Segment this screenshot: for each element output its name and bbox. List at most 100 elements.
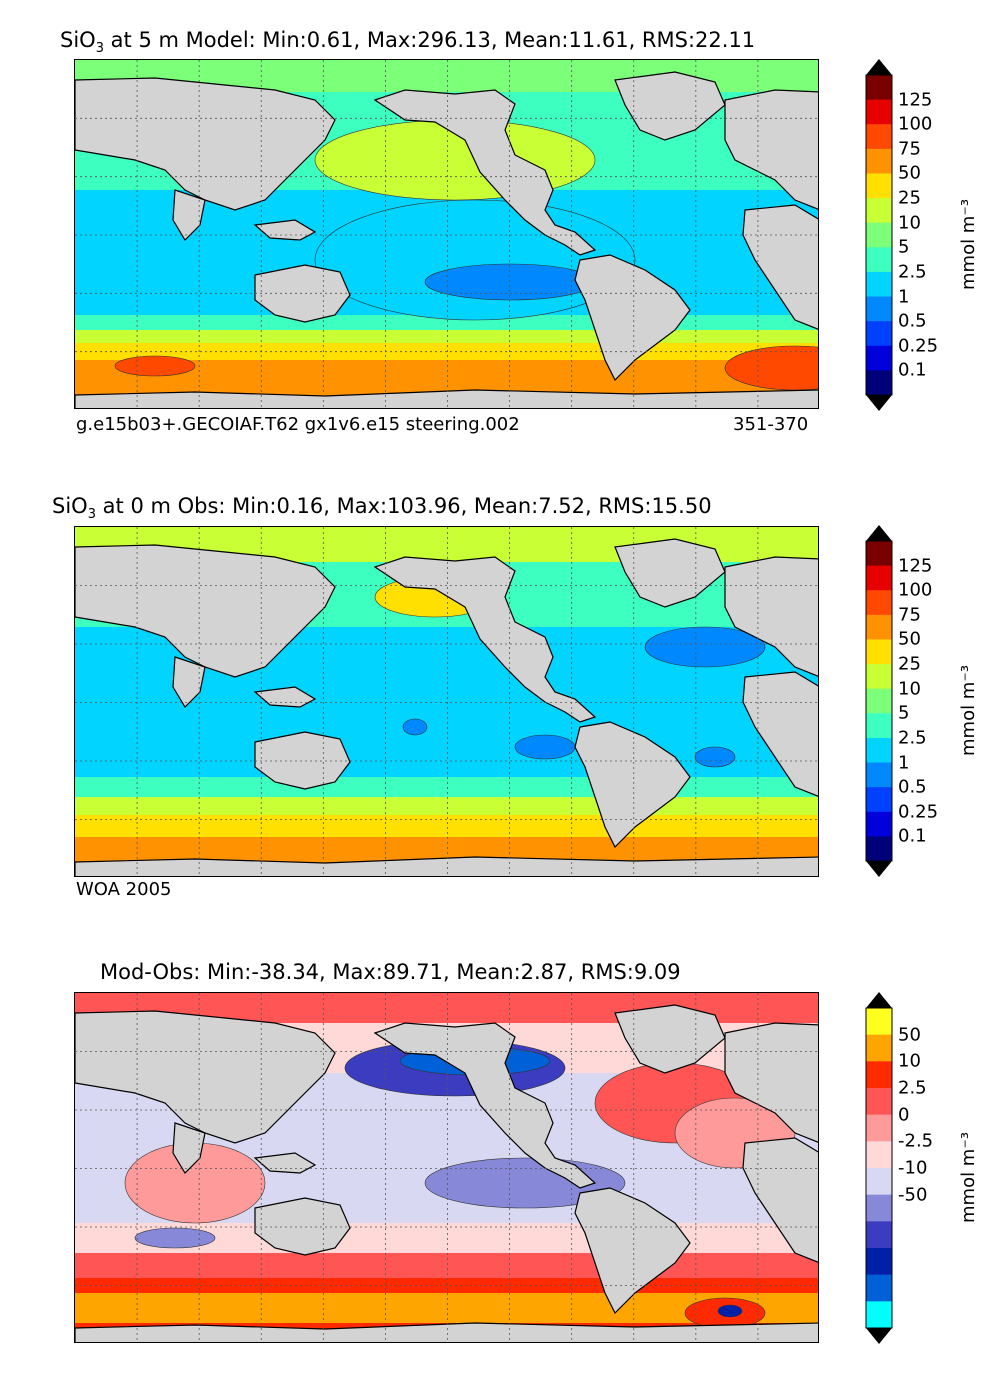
colorbar-segment xyxy=(866,541,892,567)
colorbar-segment xyxy=(866,173,892,199)
colorbar-tick-label: 10 xyxy=(898,1050,921,1072)
colorbar-segment xyxy=(866,836,892,862)
colorbar-segment xyxy=(866,614,892,640)
colorbar-extend-max xyxy=(866,59,892,75)
colorbar-tick-label: 100 xyxy=(898,579,933,601)
colorbar-tick-label: 125 xyxy=(898,555,933,577)
colorbar-segment xyxy=(866,75,892,101)
land-layer xyxy=(75,71,818,408)
landmass xyxy=(742,671,818,797)
landmass xyxy=(253,686,317,708)
landmass xyxy=(253,1152,317,1174)
field-band xyxy=(75,815,818,837)
panel-1-caption-left: g.e15b03+.GECOIAF.T62 gx1v6.e15 steering… xyxy=(76,414,520,435)
colorbar-segment xyxy=(866,1274,892,1302)
colorbar-segment xyxy=(866,1248,892,1276)
graticule xyxy=(75,60,818,408)
colorbar-tick-label: 2.5 xyxy=(898,1077,927,1099)
colorbar-segment xyxy=(866,1114,892,1142)
colorbar-segment xyxy=(866,639,892,665)
colorbar-tick-label: 75 xyxy=(898,604,921,626)
colorbar-segment xyxy=(866,1034,892,1062)
field-blob xyxy=(424,263,596,301)
colorbar-segment xyxy=(866,1061,892,1089)
colorbar-units: mmol m⁻³ xyxy=(958,1131,979,1223)
panel-1-colorbar: 125 100 75 50 25 10 5 2.5 1 0.5 0.25 0.1 mmol m⁻³ xyxy=(862,59,992,411)
landmass xyxy=(172,656,206,708)
graticule xyxy=(75,527,818,876)
colorbar-tick-label: 5 xyxy=(898,702,910,724)
colorbar-segment xyxy=(866,1008,892,1036)
panel-1-caption-right: 351-370 xyxy=(733,414,809,435)
colorbar-tick-label: 100 xyxy=(898,113,933,135)
colorbar-segment xyxy=(866,124,892,150)
colorbar-segment xyxy=(866,198,892,224)
panel-2-caption-left: WOA 2005 xyxy=(76,879,172,900)
field-blob xyxy=(134,1227,216,1249)
colorbar-tick-label: 5 xyxy=(898,236,910,258)
landmass xyxy=(724,1022,818,1143)
colorbar-extend-min xyxy=(866,861,892,877)
colorbar-segment xyxy=(866,296,892,322)
field-blob xyxy=(694,746,736,768)
colorbar-tick-label: 125 xyxy=(898,89,933,111)
colorbar-tick-label: 2.5 xyxy=(898,727,927,749)
colorbar-bar xyxy=(865,59,893,411)
landmass xyxy=(373,556,597,723)
colorbar-units: mmol m⁻³ xyxy=(958,664,979,756)
landmass xyxy=(724,89,818,210)
colorbar-segment xyxy=(866,370,892,396)
field-band xyxy=(75,1253,818,1278)
colorbar-segment xyxy=(866,148,892,174)
colorbar-tick-label: -10 xyxy=(898,1157,928,1179)
colorbar-segment xyxy=(866,1168,892,1196)
colorbar-bar xyxy=(865,525,893,877)
colorbar-segment xyxy=(866,1301,892,1329)
landmass xyxy=(614,1004,726,1074)
colorbar-extend-min xyxy=(866,395,892,411)
model-map[interactable] xyxy=(74,59,819,409)
panel-3-title: Mod-Obs: Min:-38.34, Max:89.71, Mean:2.8… xyxy=(100,960,681,984)
colorbar-extend-max xyxy=(866,992,892,1008)
landmass xyxy=(75,856,818,876)
colorbar-tick-label: -50 xyxy=(898,1184,928,1206)
panel-3-colorbar: 50 10 2.5 0 -2.5 -10 -50 mmol m⁻³ xyxy=(862,992,992,1344)
landmass xyxy=(373,1022,597,1189)
colorbar-segment xyxy=(866,664,892,690)
colorbar-tick-label: 1 xyxy=(898,752,910,774)
landmass xyxy=(742,1137,818,1263)
colorbar-segment xyxy=(866,99,892,125)
landmass xyxy=(254,1197,351,1256)
landmass xyxy=(254,731,351,790)
landmass xyxy=(724,556,818,677)
colorbar-tick-label: 0.1 xyxy=(898,359,927,381)
colorbar-bar xyxy=(865,992,893,1344)
landmass xyxy=(254,264,351,323)
field-blob xyxy=(644,626,766,668)
panel-2-title: SiO3 at 0 m Obs: Min:0.16, Max:103.96, M… xyxy=(52,494,712,523)
colorbar-segment xyxy=(866,565,892,591)
colorbar-tick-label: 75 xyxy=(898,138,921,160)
colorbar-tick-label: 0 xyxy=(898,1104,910,1126)
field-blob xyxy=(717,1304,743,1318)
colorbar-segment xyxy=(866,321,892,347)
colorbar-tick-label: 50 xyxy=(898,628,921,650)
field-band xyxy=(75,777,818,797)
colorbar-tick-label: 0.5 xyxy=(898,776,927,798)
difference-map[interactable] xyxy=(74,992,819,1343)
landmass xyxy=(75,1322,818,1342)
field-blob xyxy=(514,734,576,760)
field-blob xyxy=(114,355,196,377)
landmass xyxy=(373,89,597,256)
landmass xyxy=(574,254,691,382)
colorbar-segment xyxy=(866,762,892,788)
field-blob xyxy=(402,718,428,736)
colorbar-tick-label: 0.25 xyxy=(898,335,939,357)
colorbar-segment xyxy=(866,811,892,837)
obs-map[interactable] xyxy=(74,526,819,877)
colorbar-segment xyxy=(866,345,892,371)
panel-2-colorbar: 125 100 75 50 25 10 5 2.5 1 0.5 0.25 0.1 mmol m⁻³ xyxy=(862,525,992,877)
landmass xyxy=(75,389,818,408)
colorbar-tick-label: 0.1 xyxy=(898,825,927,847)
colorbar-segment xyxy=(866,688,892,714)
